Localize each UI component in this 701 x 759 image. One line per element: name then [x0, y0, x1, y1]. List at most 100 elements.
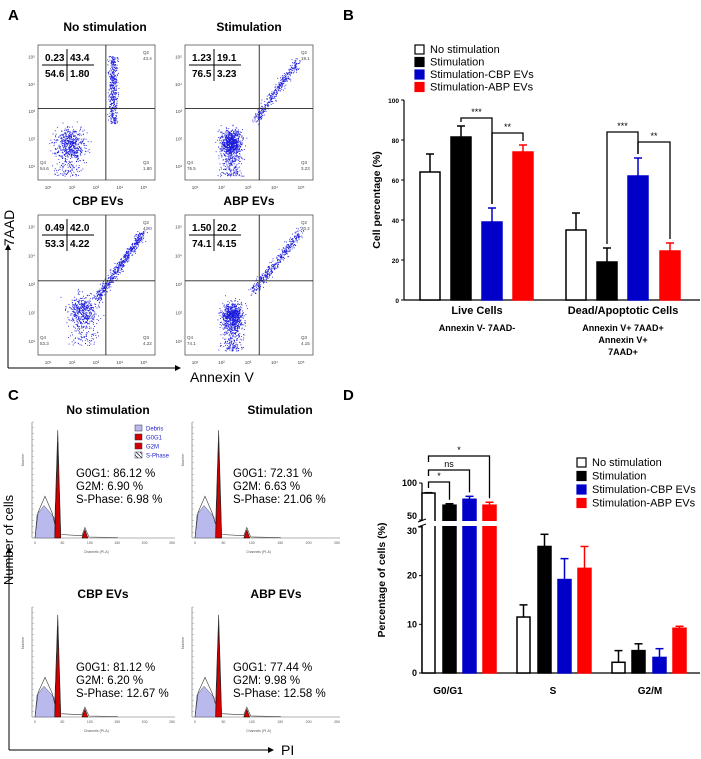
- event-dot: [224, 149, 226, 150]
- event-dot: [219, 148, 221, 149]
- event-dot: [128, 248, 130, 250]
- event-dot: [278, 263, 279, 265]
- event-dot: [236, 310, 238, 312]
- event-dot: [77, 325, 78, 327]
- event-dot: [228, 314, 229, 316]
- event-dot: [288, 70, 290, 72]
- event-dot: [116, 76, 118, 78]
- event-dot: [278, 86, 280, 87]
- event-dot: [91, 293, 92, 295]
- event-dot: [109, 56, 111, 58]
- event-dot: [65, 149, 67, 151]
- event-dot: [229, 147, 231, 149]
- event-dot: [59, 161, 61, 163]
- event-dot: [66, 126, 68, 128]
- event-dot: [112, 100, 113, 101]
- event-dot: [108, 116, 110, 118]
- y-tick-label: 10⁵: [28, 225, 35, 230]
- event-dot: [229, 326, 231, 328]
- event-dot: [116, 102, 118, 104]
- event-dot: [231, 137, 233, 139]
- event-dot: [274, 86, 276, 88]
- event-dot: [237, 147, 238, 149]
- event-dot: [228, 317, 230, 319]
- event-dot: [240, 142, 242, 144]
- event-dot: [237, 315, 239, 317]
- event-dot: [135, 246, 136, 247]
- event-dot: [226, 318, 228, 320]
- event-dot: [70, 335, 71, 337]
- event-dot: [101, 293, 103, 295]
- event-dot: [235, 309, 236, 311]
- event-dot: [233, 323, 235, 325]
- event-dot: [225, 317, 227, 319]
- event-dot: [92, 323, 94, 325]
- x-tick-label: 10⁴: [116, 360, 123, 365]
- event-dot: [232, 137, 234, 139]
- event-dot: [226, 313, 228, 314]
- event-dot: [228, 154, 229, 156]
- event-dot: [228, 138, 229, 140]
- event-dot: [221, 133, 223, 135]
- event-dot: [98, 294, 100, 296]
- event-dot: [234, 305, 235, 307]
- event-dot: [220, 135, 222, 137]
- event-dot: [290, 69, 292, 71]
- event-dot: [76, 161, 77, 163]
- event-dot: [87, 309, 89, 311]
- event-dot: [225, 161, 227, 163]
- event-dot: [109, 73, 111, 75]
- event-dot: [91, 320, 93, 322]
- event-dot: [234, 316, 235, 318]
- event-dot: [233, 140, 235, 142]
- event-dot: [118, 94, 119, 95]
- event-dot: [111, 104, 112, 106]
- event-dot: [259, 117, 261, 119]
- event-dot: [107, 64, 109, 66]
- event-dot: [111, 66, 112, 68]
- event-dot: [297, 234, 299, 236]
- event-dot: [231, 327, 233, 329]
- event-dot: [92, 317, 93, 319]
- event-dot: [77, 155, 79, 157]
- event-dot: [233, 171, 235, 173]
- event-dot: [243, 334, 245, 336]
- event-dot: [289, 74, 291, 76]
- event-dot: [230, 147, 231, 149]
- event-dot: [86, 307, 88, 309]
- event-dot: [90, 320, 92, 322]
- event-dot: [230, 152, 232, 154]
- event-dot: [226, 167, 228, 169]
- event-dot: [227, 173, 229, 175]
- event-dot: [285, 249, 287, 251]
- event-dot: [63, 139, 65, 141]
- event-dot: [131, 248, 133, 249]
- event-dot: [230, 139, 232, 140]
- event-dot: [111, 66, 113, 68]
- event-dot: [70, 141, 72, 143]
- event-dot: [81, 306, 83, 308]
- event-dot: [110, 117, 111, 119]
- event-dot: [71, 145, 73, 146]
- event-dot: [229, 149, 231, 151]
- event-dot: [113, 278, 115, 279]
- event-dot: [235, 127, 237, 129]
- event-dot: [55, 135, 56, 137]
- event-dot: [111, 85, 112, 87]
- event-dot: [224, 139, 226, 141]
- event-dot: [285, 84, 287, 86]
- event-dot: [116, 117, 118, 119]
- event-dot: [234, 321, 236, 322]
- event-dot: [85, 313, 87, 315]
- event-dot: [114, 90, 116, 91]
- event-dot: [121, 266, 123, 267]
- event-dot: [229, 342, 230, 344]
- event-dot: [83, 326, 85, 328]
- event-dot: [236, 170, 238, 172]
- event-dot: [104, 288, 106, 290]
- event-dot: [61, 169, 63, 171]
- event-dot: [68, 170, 69, 171]
- event-dot: [236, 163, 238, 165]
- event-dot: [74, 338, 76, 339]
- event-dot: [229, 311, 231, 313]
